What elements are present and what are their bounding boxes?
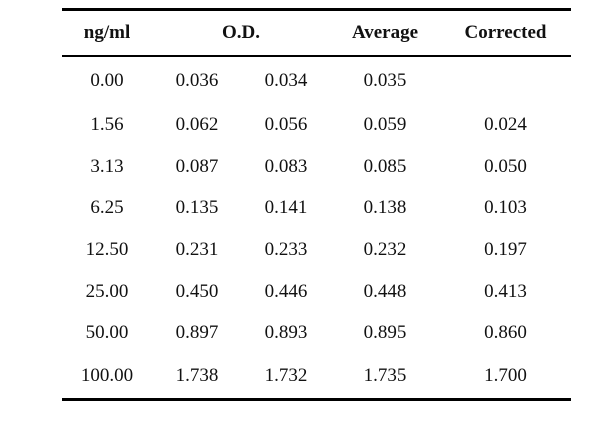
header-concentration: ng/ml xyxy=(83,22,131,43)
table-row: 6.25 0.135 0.141 0.138 0.103 xyxy=(62,188,571,230)
cell-od-1: 1.738 xyxy=(175,365,219,387)
cell-od-1: 0.897 xyxy=(175,322,219,344)
cell-corrected: 0.860 xyxy=(484,322,527,344)
cell-average: 0.035 xyxy=(363,69,407,91)
cell-od-1: 0.135 xyxy=(175,197,219,219)
table-row: 3.13 0.087 0.083 0.085 0.050 xyxy=(62,146,571,188)
header-rule xyxy=(62,55,571,57)
standard-curve-table: ng/ml O.D. Average Corrected xyxy=(62,11,571,55)
cell-concentration: 50.00 xyxy=(85,322,129,344)
cell-corrected: 0.024 xyxy=(484,114,527,136)
cell-od-1: 0.062 xyxy=(175,114,219,136)
cell-concentration: 0.00 xyxy=(90,69,124,91)
cell-od-2: 0.083 xyxy=(264,155,308,177)
table-row: 1.56 0.062 0.056 0.059 0.024 xyxy=(62,105,571,147)
cell-od-1: 0.036 xyxy=(175,69,219,91)
header-od: O.D. xyxy=(222,22,260,43)
cell-average: 0.448 xyxy=(363,280,407,302)
table-top-rule xyxy=(62,8,571,11)
cell-od-2: 0.034 xyxy=(264,69,308,91)
cell-concentration: 3.13 xyxy=(90,155,124,177)
cell-average: 0.232 xyxy=(363,239,407,261)
table-row: 100.00 1.738 1.732 1.735 1.700 xyxy=(62,354,571,398)
cell-od-2: 0.893 xyxy=(264,322,308,344)
cell-corrected: 1.700 xyxy=(484,365,527,387)
cell-average: 0.138 xyxy=(363,197,407,219)
header-corrected: Corrected xyxy=(464,22,547,43)
cell-corrected: 0.050 xyxy=(484,155,527,177)
cell-concentration: 100.00 xyxy=(80,365,134,387)
cell-average: 1.735 xyxy=(363,365,407,387)
table-body: 0.00 0.036 0.034 0.035 1.56 0.062 0.056 … xyxy=(62,57,571,399)
table-row: 0.00 0.036 0.034 0.035 xyxy=(62,57,571,105)
table-row: 12.50 0.231 0.233 0.232 0.197 xyxy=(62,229,571,271)
cell-corrected xyxy=(440,57,571,105)
header-row: ng/ml O.D. Average Corrected xyxy=(62,11,571,55)
cell-od-2: 0.141 xyxy=(264,197,308,219)
cell-od-2: 1.732 xyxy=(264,365,308,387)
table-row: 50.00 0.897 0.893 0.895 0.860 xyxy=(62,312,571,354)
cell-corrected: 0.413 xyxy=(484,280,527,302)
cell-od-2: 0.446 xyxy=(264,280,308,302)
cell-od-2: 0.233 xyxy=(264,239,308,261)
cell-concentration: 25.00 xyxy=(85,280,129,302)
cell-corrected: 0.197 xyxy=(484,239,527,261)
header-average: Average xyxy=(351,22,419,43)
table-bottom-rule xyxy=(62,398,571,402)
cell-average: 0.895 xyxy=(363,322,407,344)
cell-average: 0.059 xyxy=(363,114,407,136)
cell-concentration: 1.56 xyxy=(90,114,124,136)
cell-od-1: 0.450 xyxy=(175,280,219,302)
cell-od-1: 0.087 xyxy=(175,155,219,177)
cell-concentration: 6.25 xyxy=(90,197,124,219)
cell-od-2: 0.056 xyxy=(264,114,308,136)
data-table-container: ng/ml O.D. Average Corrected 0.00 0.036 … xyxy=(62,8,571,402)
cell-corrected: 0.103 xyxy=(484,197,527,219)
cell-average: 0.085 xyxy=(363,155,407,177)
table-row: 25.00 0.450 0.446 0.448 0.413 xyxy=(62,271,571,313)
cell-od-1: 0.231 xyxy=(175,239,219,261)
cell-concentration: 12.50 xyxy=(85,239,129,261)
